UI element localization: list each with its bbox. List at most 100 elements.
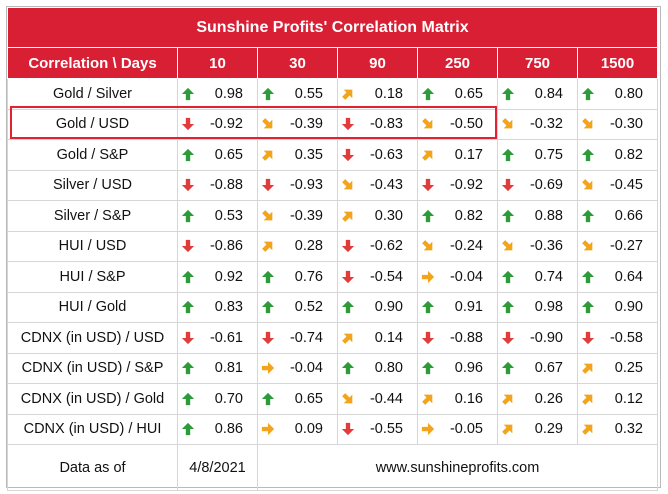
matrix-row: CDNX (in USD) / S&P 0.81 -0.04 0.80 0.96… xyxy=(7,352,658,384)
correlation-value: -0.45 xyxy=(609,177,643,194)
up-arrow-icon xyxy=(180,391,196,407)
website-text: www.sunshineprofits.com xyxy=(257,444,658,491)
correlation-value: 0.25 xyxy=(614,360,643,377)
correlation-value: -0.62 xyxy=(369,238,403,255)
correlation-cell: -0.39 xyxy=(257,108,338,140)
correlation-cell: -0.92 xyxy=(417,169,498,201)
correlation-value: 0.09 xyxy=(294,421,323,438)
down-arrow-icon xyxy=(420,330,436,346)
correlation-value: 0.98 xyxy=(214,85,243,102)
up-right-arrow-icon xyxy=(580,421,596,437)
up-arrow-icon xyxy=(180,208,196,224)
correlation-cell: -0.36 xyxy=(497,230,578,262)
correlation-value: 0.74 xyxy=(534,268,563,285)
matrix-row: CDNX (in USD) / Gold 0.70 0.65 -0.44 0.1… xyxy=(7,383,658,415)
correlation-value: 0.81 xyxy=(214,360,243,377)
correlation-cell: -0.74 xyxy=(257,322,338,354)
header-row: Correlation \ Days 10 30 90 250 750 1500 xyxy=(7,47,658,79)
correlation-matrix-table: Sunshine Profits' Correlation Matrix Cor… xyxy=(7,7,658,491)
matrix-row: HUI / Gold 0.83 0.52 0.90 0.91 0.98 xyxy=(7,291,658,323)
footer-row: Data as of 4/8/2021 www.sunshineprofits.… xyxy=(7,444,658,491)
correlation-cell: -0.32 xyxy=(497,108,578,140)
up-arrow-icon xyxy=(580,208,596,224)
pair-label: Gold / S&P xyxy=(7,139,178,171)
correlation-cell: 0.26 xyxy=(497,383,578,415)
down-arrow-icon xyxy=(180,116,196,132)
correlation-value: -0.92 xyxy=(209,116,243,133)
up-arrow-icon xyxy=(180,421,196,437)
down-right-arrow-icon xyxy=(260,208,276,224)
correlation-cell: -0.43 xyxy=(337,169,418,201)
correlation-cell: 0.30 xyxy=(337,200,418,232)
period-header: 90 xyxy=(337,47,418,79)
matrix-row: HUI / S&P 0.92 0.76 -0.54 -0.04 0.74 xyxy=(7,261,658,293)
correlation-cell: -0.92 xyxy=(177,108,258,140)
up-arrow-icon xyxy=(420,208,436,224)
up-arrow-icon xyxy=(420,299,436,315)
correlation-value: 0.52 xyxy=(294,299,323,316)
correlation-value: -0.39 xyxy=(289,207,323,224)
up-arrow-icon xyxy=(180,299,196,315)
correlation-cell: -0.24 xyxy=(417,230,498,262)
correlation-cell: 0.81 xyxy=(177,352,258,384)
correlation-cell: 0.32 xyxy=(577,413,658,445)
pair-label: Silver / S&P xyxy=(7,200,178,232)
correlation-value: -0.05 xyxy=(449,421,483,438)
correlation-cell: -0.86 xyxy=(177,230,258,262)
correlation-value: -0.86 xyxy=(209,238,243,255)
correlation-value: 0.82 xyxy=(614,146,643,163)
data-date: 4/8/2021 xyxy=(177,444,258,491)
correlation-value: -0.55 xyxy=(369,421,403,438)
down-arrow-icon xyxy=(340,116,356,132)
down-arrow-icon xyxy=(500,177,516,193)
up-arrow-icon xyxy=(500,299,516,315)
correlation-value: 0.96 xyxy=(454,360,483,377)
title-row: Sunshine Profits' Correlation Matrix xyxy=(7,7,658,48)
correlation-value: 0.80 xyxy=(374,360,403,377)
correlation-cell: -0.55 xyxy=(337,413,418,445)
correlation-cell: 0.25 xyxy=(577,352,658,384)
pair-label: HUI / Gold xyxy=(7,291,178,323)
correlation-value: 0.64 xyxy=(614,268,643,285)
correlation-value: -0.88 xyxy=(209,177,243,194)
down-right-arrow-icon xyxy=(260,116,276,132)
up-arrow-icon xyxy=(260,391,276,407)
correlation-value: 0.18 xyxy=(374,85,403,102)
down-arrow-icon xyxy=(580,330,596,346)
correlation-value: -0.74 xyxy=(289,329,323,346)
correlation-value: 0.91 xyxy=(454,299,483,316)
down-right-arrow-icon xyxy=(420,116,436,132)
up-right-arrow-icon xyxy=(580,391,596,407)
data-as-of-label: Data as of xyxy=(7,444,178,491)
correlation-cell: 0.28 xyxy=(257,230,338,262)
matrix-row: CDNX (in USD) / USD -0.61 -0.74 0.14 -0.… xyxy=(7,322,658,354)
up-arrow-icon xyxy=(180,269,196,285)
up-arrow-icon xyxy=(500,147,516,163)
correlation-cell: -0.93 xyxy=(257,169,338,201)
pair-label: Gold / Silver xyxy=(7,78,178,110)
pair-label: CDNX (in USD) / USD xyxy=(7,322,178,354)
correlation-cell: 0.29 xyxy=(497,413,578,445)
correlation-value: 0.17 xyxy=(454,146,483,163)
period-header: 750 xyxy=(497,47,578,79)
matrix-row: Gold / S&P 0.65 0.35 -0.63 0.17 0.75 xyxy=(7,139,658,171)
correlation-value: -0.04 xyxy=(289,360,323,377)
correlation-cell: 0.17 xyxy=(417,139,498,171)
up-right-arrow-icon xyxy=(260,147,276,163)
matrix-row: Gold / USD -0.92 -0.39 -0.83 -0.50 -0.32 xyxy=(7,108,658,140)
correlation-value: 0.35 xyxy=(294,146,323,163)
correlation-value: -0.83 xyxy=(369,116,403,133)
period-header: 10 xyxy=(177,47,258,79)
correlation-cell: 0.86 xyxy=(177,413,258,445)
pair-label: CDNX (in USD) / S&P xyxy=(7,352,178,384)
correlation-value: 0.30 xyxy=(374,207,403,224)
down-arrow-icon xyxy=(180,177,196,193)
up-arrow-icon xyxy=(580,299,596,315)
correlation-value: 0.55 xyxy=(294,85,323,102)
correlation-cell: -0.83 xyxy=(337,108,418,140)
correlation-value: -0.30 xyxy=(609,116,643,133)
correlation-value: 0.90 xyxy=(374,299,403,316)
correlation-value: -0.24 xyxy=(449,238,483,255)
down-arrow-icon xyxy=(340,421,356,437)
up-arrow-icon xyxy=(420,86,436,102)
